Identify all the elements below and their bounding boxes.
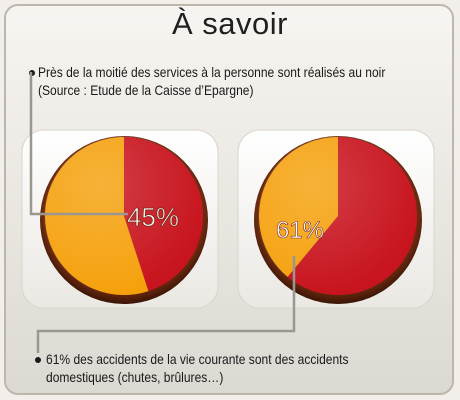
note-second-line-2: domestiques (chutes, brûlures…) bbox=[46, 369, 224, 385]
note-second: 61% des accidents de la vie courante son… bbox=[46, 350, 349, 386]
note-bullet-2 bbox=[35, 357, 41, 363]
pie-1-shine bbox=[44, 136, 204, 296]
connector-line-2 bbox=[36, 256, 296, 353]
pie-2-shine bbox=[258, 136, 418, 296]
connector-line-1 bbox=[29, 72, 128, 216]
pie-1 bbox=[40, 136, 208, 304]
note-first: Près de la moitié des services à la pers… bbox=[38, 63, 385, 99]
pie-2 bbox=[254, 136, 422, 304]
note-second-line-1: 61% des accidents de la vie courante son… bbox=[46, 351, 349, 367]
panel-title: À savoir bbox=[172, 6, 288, 41]
pie-1-percent-label: 45% bbox=[127, 202, 179, 232]
note-first-line-1: Près de la moitié des services à la pers… bbox=[38, 64, 386, 80]
note-first-line-2: (Source : Etude de la Caisse d’Epargne) bbox=[38, 82, 254, 98]
pie-2-percent-label: 61% bbox=[276, 217, 324, 244]
